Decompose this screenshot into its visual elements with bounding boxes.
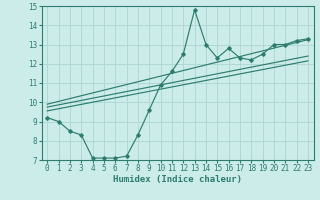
X-axis label: Humidex (Indice chaleur): Humidex (Indice chaleur): [113, 175, 242, 184]
